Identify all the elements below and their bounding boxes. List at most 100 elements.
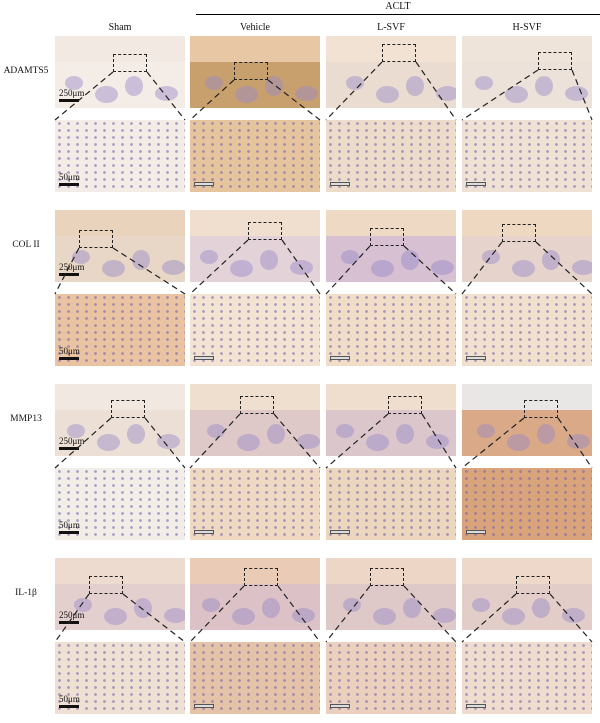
overview-micrograph <box>326 36 456 108</box>
zoomed-micrograph <box>326 642 456 714</box>
zoomed-micrograph: 50μm <box>55 468 185 540</box>
zoomed-micrograph: 50μm <box>55 294 185 366</box>
marrow-region <box>202 598 220 612</box>
marrow-region <box>127 424 145 444</box>
overview-micrograph <box>462 384 592 456</box>
chondrocyte-pattern <box>55 120 185 192</box>
row-label: MMP13 <box>10 414 42 424</box>
marrow-region <box>230 260 253 277</box>
marrow-region <box>207 424 225 438</box>
marrow-region <box>373 608 396 625</box>
marrow-region <box>406 76 424 96</box>
scale-bar-zoom <box>194 181 214 186</box>
scale-label: 50μm <box>59 346 80 356</box>
chondrocyte-pattern <box>55 468 185 540</box>
row-label: COL II <box>12 240 40 250</box>
cartilage-layer <box>190 36 320 62</box>
scale-bar-zoom: 50μm <box>59 173 80 186</box>
scale-bar-zoom <box>466 703 486 708</box>
column-label-hsvf: H-SVF <box>512 22 542 33</box>
scale-bar-zoom <box>194 529 214 534</box>
column-label-sham: Sham <box>108 22 132 33</box>
marrow-region <box>341 250 359 264</box>
chondrocyte-pattern <box>190 294 320 366</box>
marrow-region <box>535 76 553 96</box>
zoomed-micrograph <box>190 294 320 366</box>
scale-bar-zoom: 50μm <box>59 521 80 534</box>
scale-bar-overview: 250μm <box>59 611 84 624</box>
chondrocyte-pattern <box>326 120 456 192</box>
marrow-region <box>401 250 419 270</box>
marrow-region <box>104 608 127 625</box>
marrow-region <box>162 260 185 275</box>
marrow-region <box>537 424 555 444</box>
chondrocyte-pattern <box>462 120 592 192</box>
scale-bar-zoom <box>330 181 350 186</box>
cartilage-layer <box>326 210 456 236</box>
cartilage-layer <box>462 384 592 410</box>
marrow-region <box>200 250 218 264</box>
marrow-region <box>532 598 550 618</box>
scale-bar-line <box>59 357 79 360</box>
scale-bar-line <box>59 273 79 276</box>
scale-bar-zoom: 50μm <box>59 695 80 708</box>
chondrocyte-pattern <box>190 120 320 192</box>
marrow-region <box>396 424 414 444</box>
marrow-region <box>565 86 588 101</box>
column-label-lsvf: L-SVF <box>377 22 405 33</box>
region-of-interest-box <box>370 228 404 246</box>
scale-bar-line <box>59 705 79 708</box>
overview-micrograph <box>190 210 320 282</box>
zoomed-micrograph: 50μm <box>55 120 185 192</box>
scale-bar-line <box>59 621 79 624</box>
region-of-interest-box <box>234 62 268 80</box>
scale-bar-line <box>59 99 79 102</box>
scale-label: 250μm <box>59 436 85 446</box>
scale-bar-zoom <box>330 355 350 360</box>
marrow-region <box>502 608 525 625</box>
marrow-region <box>132 250 150 270</box>
overview-micrograph <box>326 210 456 282</box>
region-of-interest-box <box>244 568 278 586</box>
chondrocyte-pattern <box>190 468 320 540</box>
marrow-region <box>426 434 449 449</box>
scale-bar-zoom <box>330 703 350 708</box>
overview-micrograph <box>326 384 456 456</box>
cartilage-layer <box>190 558 320 584</box>
marrow-region <box>164 608 185 623</box>
zoomed-micrograph <box>462 120 592 192</box>
region-of-interest-box <box>111 400 145 418</box>
cartilage-layer <box>462 36 592 62</box>
zoomed-micrograph <box>190 120 320 192</box>
marrow-region <box>477 424 495 438</box>
overview-micrograph <box>462 558 592 630</box>
marrow-region <box>542 250 560 270</box>
zoomed-micrograph: 50μm <box>55 642 185 714</box>
row-label: ADAMTS5 <box>3 66 49 76</box>
marrow-region <box>567 434 590 449</box>
marrow-region <box>482 250 500 264</box>
region-of-interest-box <box>502 224 536 242</box>
zoomed-micrograph <box>190 468 320 540</box>
region-of-interest-box <box>516 576 550 594</box>
scale-bar-overview: 250μm <box>59 89 84 102</box>
marrow-region <box>155 86 178 101</box>
region-of-interest-box <box>240 396 274 414</box>
scale-bar-zoom <box>466 529 486 534</box>
scale-bar-zoom <box>194 703 214 708</box>
scale-bar-overview: 250μm <box>59 437 84 450</box>
cartilage-layer <box>55 210 185 236</box>
group-label-aclt: ACLT <box>385 1 411 12</box>
scale-bar-line <box>466 356 486 360</box>
scale-bar-line <box>194 704 214 708</box>
scale-bar-line <box>59 447 79 450</box>
scale-bar-zoom <box>194 355 214 360</box>
marrow-region <box>290 260 313 275</box>
chondrocyte-pattern <box>326 468 456 540</box>
cartilage-layer <box>55 36 185 62</box>
marrow-region <box>343 598 361 612</box>
scale-bar-line <box>466 182 486 186</box>
cartilage-layer <box>326 558 456 584</box>
chondrocyte-pattern <box>462 468 592 540</box>
marrow-region <box>512 260 535 277</box>
